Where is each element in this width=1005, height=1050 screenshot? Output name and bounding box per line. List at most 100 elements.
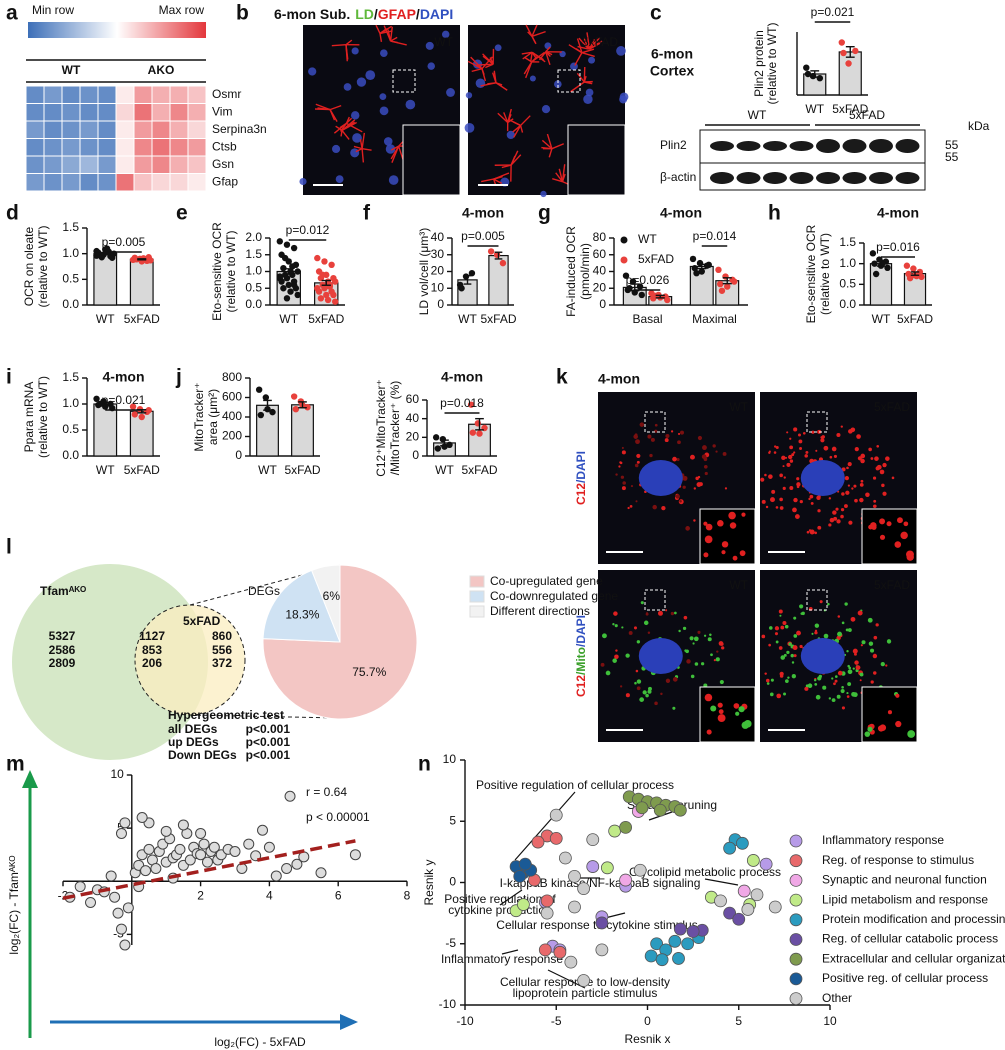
y-tick-label: 40 <box>593 264 607 278</box>
data-point <box>115 923 127 935</box>
count: 860 <box>212 629 232 643</box>
astrocyte-process <box>513 121 521 127</box>
panel-label: f <box>363 202 371 225</box>
legend-marker <box>620 236 628 244</box>
heatmap-cell <box>97 103 117 122</box>
count: 2586 <box>49 643 76 657</box>
signal <box>868 447 872 452</box>
signal <box>728 511 736 520</box>
x-tick-label: WT <box>258 463 277 477</box>
signal <box>679 499 682 503</box>
axis-label: area (μm²) <box>206 389 220 445</box>
signal <box>870 457 874 460</box>
data-point <box>633 863 647 877</box>
roi <box>644 589 666 611</box>
data-point <box>119 817 131 829</box>
signal <box>764 473 767 477</box>
heatmap-cell <box>97 173 117 192</box>
signal <box>677 432 681 436</box>
heatmap-cell <box>187 173 207 192</box>
heatmap-cell <box>151 173 171 192</box>
astrocyte-process <box>513 125 522 138</box>
signal <box>764 672 767 675</box>
x-tick-label: 5xFAD <box>124 312 160 326</box>
signal <box>782 486 786 490</box>
band <box>869 139 893 153</box>
data-point <box>910 265 917 272</box>
y-tick-label: 10 <box>443 752 457 766</box>
y-tick-label: 1.0 <box>839 256 856 270</box>
row-label: Gfap <box>212 174 238 188</box>
data-point <box>290 244 298 252</box>
heatmap-cell <box>79 120 99 139</box>
signal <box>685 649 689 654</box>
astrocyte-process <box>390 145 399 151</box>
signal <box>786 431 789 434</box>
chart-title: 4-mon <box>598 371 640 387</box>
roi <box>806 589 828 611</box>
signal <box>860 644 863 647</box>
x-tick-label: 5xFAD <box>480 312 516 326</box>
x-tick-label: WT <box>96 312 115 326</box>
pie-slice <box>311 564 341 643</box>
data-point <box>636 283 644 290</box>
inset <box>402 124 461 196</box>
signal <box>789 437 792 440</box>
signal <box>672 706 676 710</box>
signal <box>676 458 680 462</box>
astrocyte-process <box>525 61 533 79</box>
data-point <box>686 925 700 938</box>
heatmap-cell <box>169 120 189 139</box>
signal <box>703 464 708 469</box>
data-point <box>290 393 298 400</box>
astrocyte-process <box>587 41 591 50</box>
nucleus <box>638 638 683 674</box>
data-point <box>177 819 189 831</box>
data-point <box>549 808 563 822</box>
data-point <box>673 922 687 936</box>
astrocyte-process <box>545 51 551 57</box>
data-point <box>314 254 321 262</box>
signal <box>804 454 808 458</box>
signal <box>829 517 835 523</box>
signal <box>778 609 783 614</box>
astrocyte-process <box>576 72 585 83</box>
signal <box>865 492 870 498</box>
heatmap-cell <box>79 85 99 104</box>
signal <box>618 465 621 468</box>
signal <box>713 659 717 662</box>
x-tick-label: WT <box>805 102 824 116</box>
signal <box>845 490 850 495</box>
astrocyte-process <box>345 39 353 46</box>
data-point <box>759 857 773 871</box>
astrocyte-process <box>355 148 363 153</box>
signal <box>814 631 818 635</box>
signal <box>798 433 801 437</box>
signal <box>846 695 850 698</box>
heatmap-cell <box>61 85 81 104</box>
signal <box>817 509 821 513</box>
band <box>736 172 761 184</box>
astrocyte-process <box>531 36 536 44</box>
signal <box>635 669 639 673</box>
data-point <box>872 270 880 278</box>
y-tick-label: 2.0 <box>245 230 262 244</box>
signal <box>761 499 766 504</box>
signal <box>652 504 657 510</box>
signal <box>783 653 787 657</box>
signal <box>760 477 765 482</box>
data-point <box>741 903 755 916</box>
signal <box>856 434 861 439</box>
signal <box>800 612 804 615</box>
data-point <box>284 790 296 802</box>
signal <box>639 422 645 427</box>
legend-marker <box>789 972 803 986</box>
astrocyte-process <box>335 125 343 131</box>
signal <box>841 621 845 625</box>
heatmap-cell <box>43 85 63 104</box>
signal <box>773 445 777 448</box>
signal <box>886 521 892 527</box>
signal <box>660 692 663 696</box>
signal <box>779 671 784 676</box>
y-tick-label: -10 <box>439 997 457 1011</box>
